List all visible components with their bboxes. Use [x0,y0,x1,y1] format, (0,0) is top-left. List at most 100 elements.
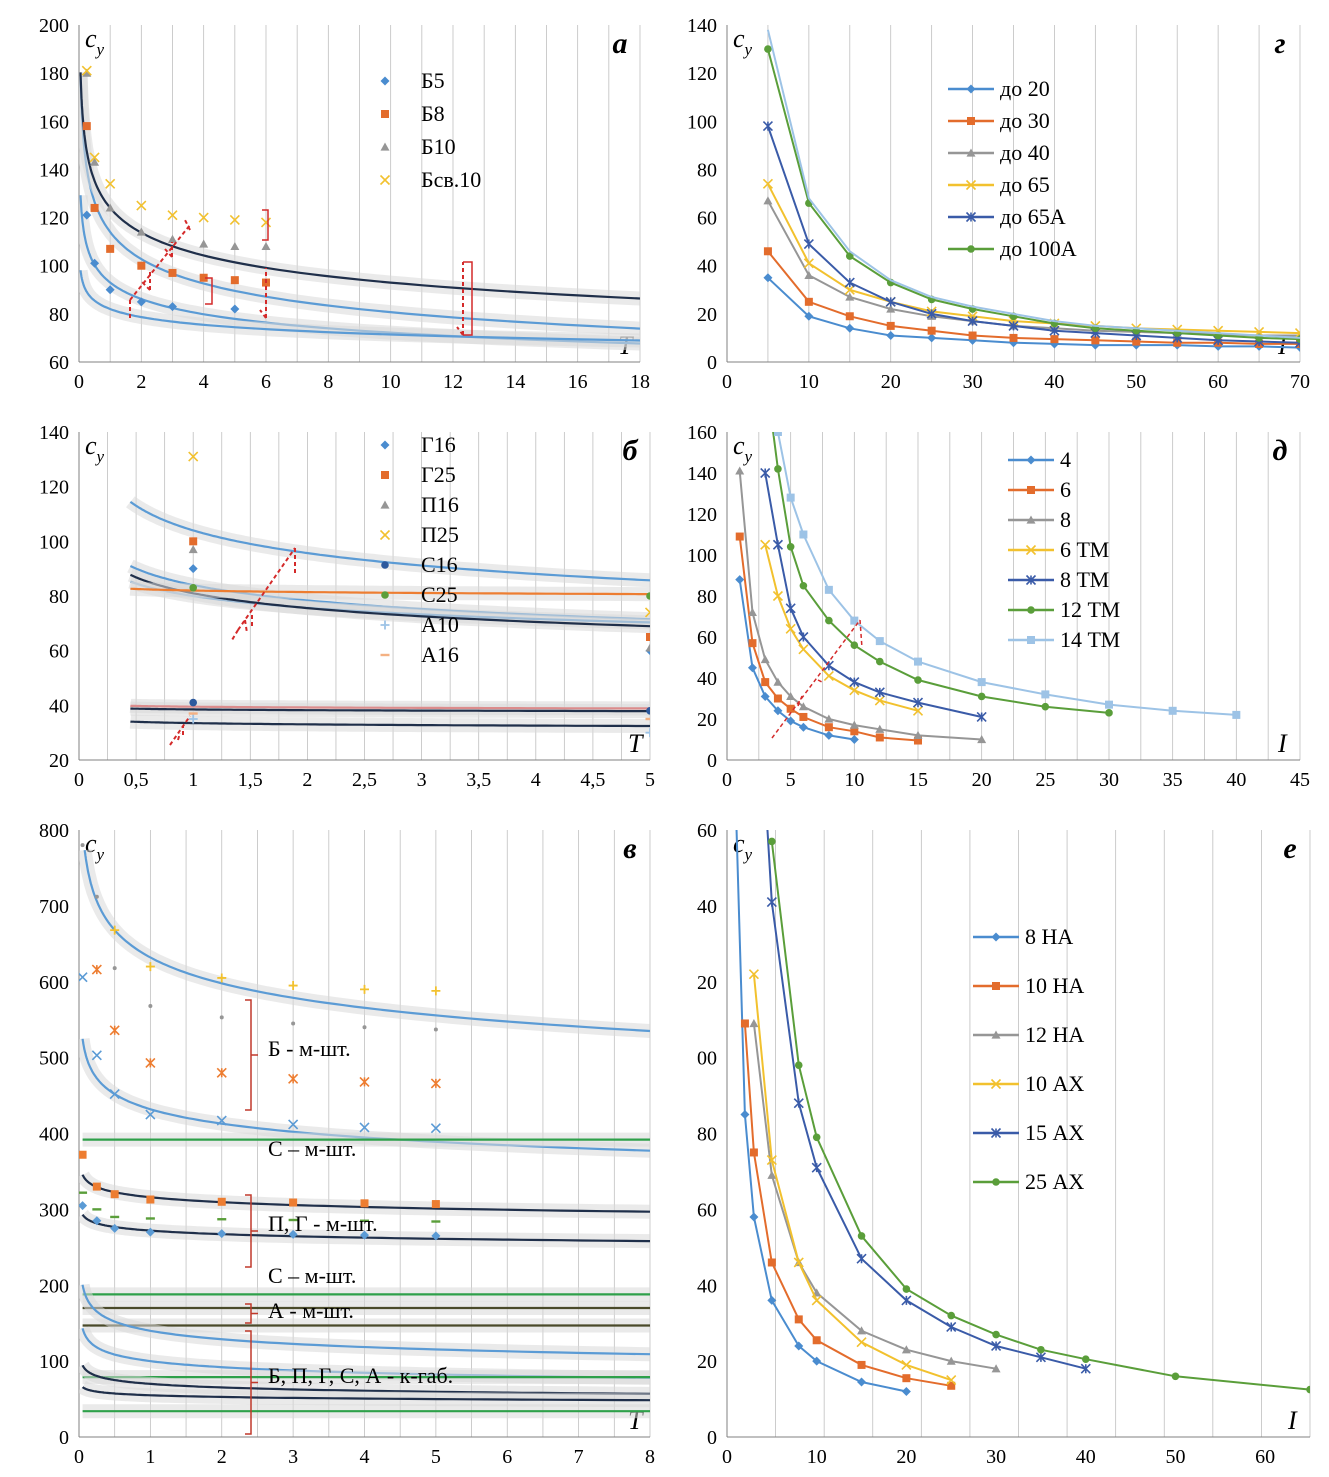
data-point [803,258,814,269]
legend-entry: Б8 [381,101,445,126]
data-point [747,607,757,616]
x-tick-label: 30 [963,371,983,393]
series-line [767,277,1300,349]
data-point [189,584,197,592]
data-point [198,212,209,223]
x-tick-label: 0 [722,769,732,791]
data-point [105,203,115,212]
data-point [430,1123,441,1134]
y-tick-label: 0 [59,1427,69,1449]
data-point [857,1377,867,1387]
y-axis-label: cy [733,24,753,59]
data-point [735,532,744,541]
annotation-label: С – м-шт. [268,1263,356,1288]
data-point [914,657,922,666]
legend-entry: П25 [379,522,459,547]
data-point [92,1216,102,1226]
data-point [794,1061,803,1070]
x-tick-label: 40 [1076,1446,1096,1468]
data-point [850,727,859,736]
y-tick-label: 160 [39,111,69,133]
legend-marker [965,179,977,191]
data-point [811,1295,822,1306]
data-point [914,736,922,745]
data-point [760,539,771,550]
legend-marker [1025,544,1037,556]
data-point [749,1212,759,1222]
data-point [148,1004,153,1009]
data-point [856,1253,867,1264]
legend-label: до 40 [1000,140,1050,165]
y-tick-label: 40 [697,1275,717,1297]
data-point [799,712,808,721]
data-point [217,1197,226,1206]
y-tick-label: 100 [687,545,717,567]
legend-entry: Г16 [380,432,456,457]
y-tick-label: 800 [39,820,69,842]
y-tick-label: 500 [39,1048,69,1070]
data-point [359,1076,370,1087]
bracket [205,277,213,305]
data-point [844,284,855,295]
data-point [786,704,795,713]
panel-letter: г [1274,27,1285,60]
y-tick-label: 140 [687,463,717,485]
legend-entry: до 65А [948,204,1066,229]
y-tick-label: 140 [39,159,69,181]
y-tick-label: 100 [39,1351,69,1373]
data-point [767,1295,777,1305]
data-point [91,964,102,975]
fit-curve [130,720,650,728]
data-point [901,1386,911,1396]
data-point [216,1115,227,1126]
data-point [773,694,782,703]
x-tick-label: 7 [574,1446,584,1468]
data-point [849,685,860,696]
confidence-band [126,496,650,588]
legend-entry: до 65 [948,172,1050,197]
fit-curve [83,849,650,1033]
y-tick-label: 20 [697,709,717,731]
x-tick-label: 35 [1163,769,1183,791]
data-point [967,311,978,322]
x-tick-label: 20 [896,1446,916,1468]
data-point [188,545,198,554]
panel-letter: е [1283,832,1296,865]
data-point [217,973,227,983]
legend-entry: 8 ТМ [1008,567,1109,592]
x-tick-label: 6 [502,1446,512,1468]
legend-marker [1027,606,1035,614]
legend-entry: 12 НА [973,1022,1084,1047]
y-tick-label: 120 [39,208,69,230]
legend-marker [381,561,389,569]
y-tick-label: 0 [707,750,717,772]
red-arrow [259,309,267,319]
legend-entry: С25 [381,582,458,607]
x-tick-label: 40 [1044,371,1064,393]
legend-marker [965,211,977,223]
x-tick-label: 16 [568,371,588,393]
data-point [110,1190,119,1199]
data-point [230,304,240,314]
data-point [1035,1352,1046,1363]
series-line [766,29,1300,339]
annotation-label: С – м-шт. [268,1136,356,1161]
legend-label: 6 [1060,477,1071,502]
data-point [761,678,770,687]
legend-label: Б8 [421,101,445,126]
data-point [1080,1363,1091,1374]
data-point [773,706,783,716]
bracket [245,1303,258,1324]
x-tick-label: 6 [261,371,271,393]
data-point [793,1098,804,1109]
legend-label: до 20 [1000,76,1050,101]
data-point [786,493,795,502]
x-tick-label: 0 [74,371,84,393]
legend-label: С25 [421,582,458,607]
data-point [886,304,896,313]
legend-label: 14 ТМ [1060,627,1120,652]
data-point [799,530,808,539]
y-tick-label: 40 [697,256,717,278]
legend-marker [381,471,389,479]
